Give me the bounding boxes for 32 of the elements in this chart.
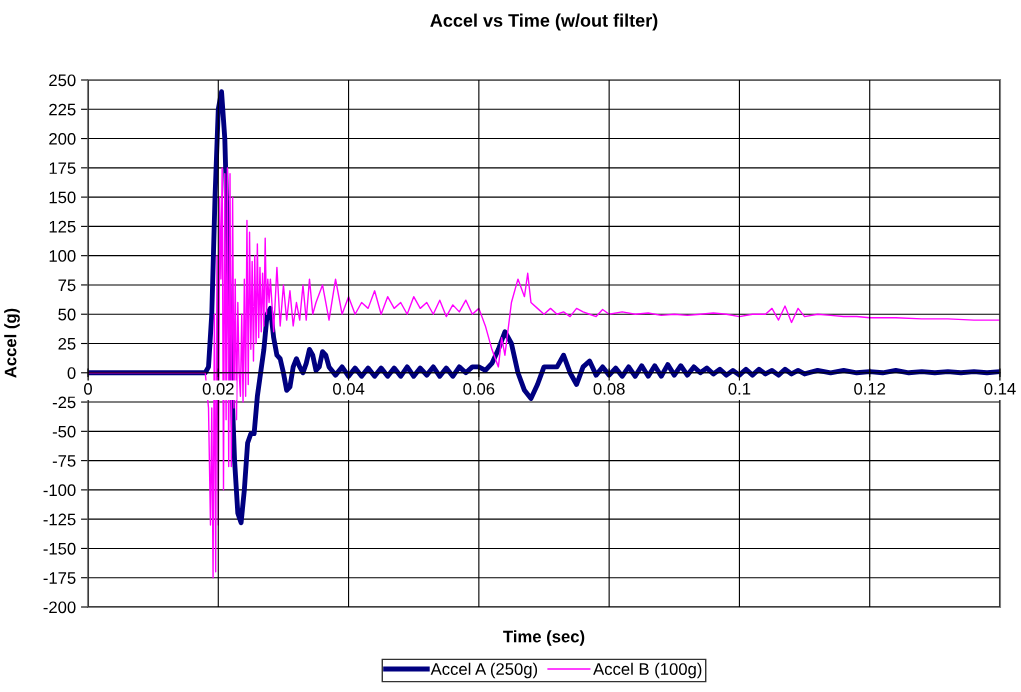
y-tick-label: 150 [49, 191, 76, 204]
y-tick-label: -75 [52, 455, 76, 467]
x-tick-label: 0.1 [728, 382, 751, 395]
y-tick-label: -50 [52, 425, 76, 438]
x-axis-title: Time (sec) [503, 630, 585, 646]
y-tick-label: 225 [49, 103, 76, 116]
legend-label: Accel B (100g) [593, 662, 702, 679]
y-tick-label: 175 [49, 162, 76, 175]
y-tick-label: -150 [43, 542, 76, 555]
y-tick-label: -25 [52, 396, 76, 409]
y-tick-label: -200 [43, 601, 76, 614]
y-tick-label: 75 [58, 279, 76, 292]
y-tick-label: 250 [49, 74, 76, 87]
x-tick-label: 0.02 [202, 382, 234, 395]
y-tick-label: -175 [43, 572, 76, 584]
x-tick-label: 0 [84, 382, 92, 395]
y-tick-label: -125 [43, 513, 76, 526]
y-tick-label: -100 [43, 484, 76, 497]
y-tick-label: 0 [67, 367, 76, 379]
y-tick-label: 25 [58, 337, 76, 350]
y-axis-title: Accel (g) [4, 308, 20, 378]
chart-title: Accel vs Time (w/out filter) [430, 13, 658, 31]
x-tick-label: 0.04 [333, 382, 365, 395]
x-tick-label: 0.12 [854, 382, 886, 395]
y-tick-label: 100 [49, 250, 76, 262]
legend-label: Accel A (250g) [430, 662, 538, 679]
x-tick-label: 0.06 [463, 382, 495, 395]
x-tick-label: 0.14 [984, 382, 1016, 395]
x-tick-label: 0.08 [593, 382, 625, 395]
y-tick-label: 50 [58, 308, 76, 321]
y-tick-label: 200 [49, 132, 76, 145]
y-tick-label: 125 [49, 220, 76, 233]
